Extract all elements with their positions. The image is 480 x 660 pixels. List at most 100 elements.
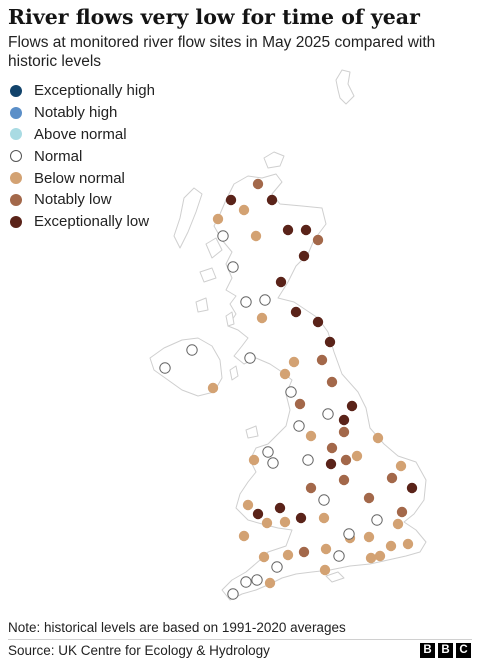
river-site-marker-below [250, 230, 262, 242]
river-site-marker-notably-low [298, 546, 310, 558]
footnote: Note: historical levels are based on 199… [8, 620, 346, 635]
river-site-marker-below [242, 499, 254, 511]
legend-label: Notably high [34, 104, 118, 122]
river-site-marker-exceptionally-low [282, 224, 294, 236]
legend-swatch [10, 193, 22, 206]
river-site-marker-exceptionally-low [298, 250, 310, 262]
river-site-marker-normal [333, 550, 345, 562]
river-site-marker-normal [302, 454, 314, 466]
river-site-marker-notably-low [312, 234, 324, 246]
river-site-marker-below [258, 551, 270, 563]
river-site-marker-exceptionally-low [346, 400, 358, 412]
river-site-marker-below [374, 550, 386, 562]
page-title: River flows very low for time of year [8, 5, 420, 29]
river-site-marker-exceptionally-low [338, 414, 350, 426]
river-site-marker-notably-low [305, 482, 317, 494]
legend-swatch [10, 150, 22, 163]
river-site-marker-below [256, 312, 268, 324]
river-site-marker-normal [259, 294, 271, 306]
river-site-marker-below [264, 577, 276, 589]
river-site-marker-below [238, 204, 250, 216]
legend-item-notably-high: Notably high [10, 102, 155, 124]
river-site-marker-normal [227, 261, 239, 273]
legend-swatch [10, 106, 22, 119]
legend-swatch [10, 215, 22, 228]
river-site-marker-below [279, 368, 291, 380]
legend-label: Above normal [34, 125, 127, 143]
land-outline [149, 69, 427, 601]
bbc-logo: B B C [420, 643, 471, 658]
orkney-land [263, 151, 285, 169]
river-site-marker-below [288, 356, 300, 368]
river-site-marker-below [395, 460, 407, 472]
river-site-marker-normal [285, 386, 297, 398]
page-subtitle: Flows at monitored river flow sites in M… [8, 34, 436, 70]
northern-ireland-land [149, 337, 223, 397]
river-site-marker-normal [217, 230, 229, 242]
river-site-marker-below [318, 512, 330, 524]
great-britain-land [213, 173, 427, 601]
arran-land [225, 311, 235, 327]
river-site-marker-exceptionally-low [252, 508, 264, 520]
river-site-marker-below [282, 549, 294, 561]
source-credit: Source: UK Centre for Ecology & Hydrolog… [8, 643, 270, 658]
river-site-marker-notably-low [326, 376, 338, 388]
river-site-marker-below [207, 382, 219, 394]
isle-of-man-land [229, 365, 239, 381]
legend: Exceptionally high Notably high Above no… [10, 80, 155, 233]
river-site-marker-normal [251, 574, 263, 586]
river-site-marker-below [248, 454, 260, 466]
river-site-marker-below [279, 516, 291, 528]
river-site-marker-notably-low [294, 398, 306, 410]
river-site-marker-notably-low [326, 442, 338, 454]
river-site-marker-below [372, 432, 384, 444]
legend-label: Exceptionally high [34, 82, 155, 100]
bbc-logo-letter: B [438, 643, 453, 658]
footer-divider [8, 639, 472, 640]
river-site-marker-below [305, 430, 317, 442]
river-site-marker-notably-low [338, 474, 350, 486]
river-site-marker-normal [371, 514, 383, 526]
river-site-marker-below [363, 531, 375, 543]
river-site-marker-notably-low [396, 506, 408, 518]
river-site-marker-below [385, 540, 397, 552]
anglesey-land [245, 425, 259, 439]
river-site-marker-below [320, 543, 332, 555]
river-site-marker-below [392, 518, 404, 530]
river-site-marker-below [212, 213, 224, 225]
legend-item-normal: Normal [10, 145, 155, 167]
river-site-marker-exceptionally-low [325, 458, 337, 470]
river-site-marker-below [238, 530, 250, 542]
bbc-logo-letter: B [420, 643, 435, 658]
river-site-marker-exceptionally-low [300, 224, 312, 236]
legend-label: Exceptionally low [34, 213, 150, 231]
river-site-marker-below [402, 538, 414, 550]
river-sites-layer [159, 178, 418, 600]
river-site-marker-exceptionally-low [275, 276, 287, 288]
river-site-marker-exceptionally-low [312, 316, 324, 328]
river-site-marker-normal [159, 362, 171, 374]
river-site-marker-normal [186, 344, 198, 356]
river-site-marker-exceptionally-low [274, 502, 286, 514]
river-site-marker-normal [262, 446, 274, 458]
river-site-marker-notably-low [316, 354, 328, 366]
islay-land [195, 297, 209, 313]
river-site-marker-below [261, 517, 273, 529]
legend-item-exceptionally-high: Exceptionally high [10, 80, 155, 102]
shetland-land [335, 69, 355, 105]
outer-hebrides-land [173, 187, 203, 249]
mull-land [199, 267, 217, 283]
river-site-marker-normal [318, 494, 330, 506]
river-site-marker-exceptionally-low [406, 482, 418, 494]
river-site-marker-exceptionally-low [324, 336, 336, 348]
legend-swatch [10, 172, 22, 185]
river-site-marker-exceptionally-low [266, 194, 278, 206]
river-site-marker-notably-low [363, 492, 375, 504]
river-site-marker-notably-low [340, 454, 352, 466]
skye-land [205, 237, 223, 259]
river-site-marker-normal [293, 420, 305, 432]
river-site-marker-below [319, 564, 331, 576]
legend-item-above-normal: Above normal [10, 124, 155, 146]
river-site-marker-normal [267, 457, 279, 469]
